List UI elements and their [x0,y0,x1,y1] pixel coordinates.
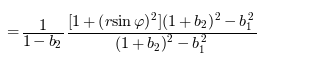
Text: $= \dfrac{1}{1 - b_2} \; \dfrac{[1 + (r\sin\varphi)^2](1+b_2)^2 - b_1^2}{(1+b_2): $= \dfrac{1}{1 - b_2} \; \dfrac{[1 + (r\… [4,11,256,56]
